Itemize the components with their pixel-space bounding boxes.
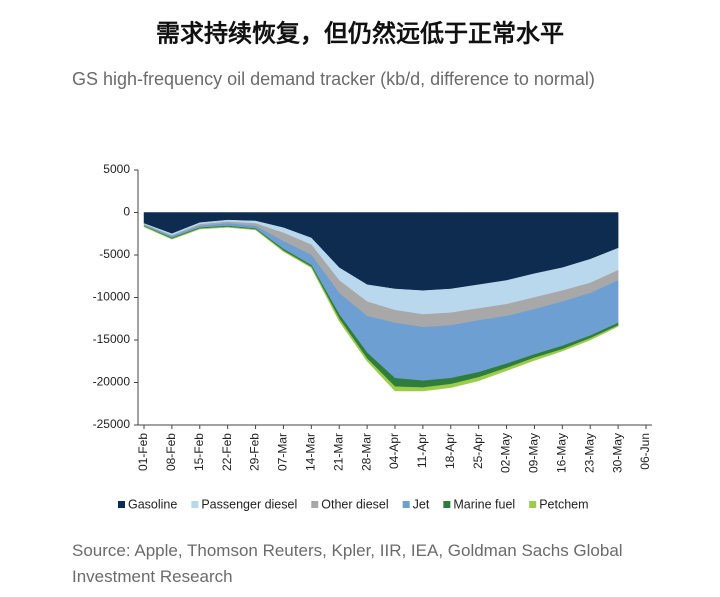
x-tick-label: 06-Jun bbox=[638, 433, 652, 470]
x-tick-label: 02-May bbox=[499, 433, 513, 473]
x-tick-label: 22-Feb bbox=[220, 433, 234, 471]
x-tick-label: 18-Apr bbox=[443, 433, 457, 469]
x-tick-label: 25-Apr bbox=[471, 433, 485, 469]
legend-swatch bbox=[443, 501, 451, 508]
x-tick-label: 01-Feb bbox=[136, 433, 150, 471]
legend-swatch bbox=[118, 501, 125, 508]
legend-label: Other diesel bbox=[321, 497, 388, 511]
x-tick-label: 30-May bbox=[610, 433, 624, 473]
x-tick-label: 23-May bbox=[582, 433, 596, 473]
x-tick-label: 14-Mar bbox=[304, 433, 318, 471]
y-tick-label: -20000 bbox=[93, 375, 131, 389]
x-tick-label: 16-May bbox=[555, 433, 569, 473]
legend-label: Gasoline bbox=[128, 497, 177, 511]
y-tick-label: -5000 bbox=[99, 247, 130, 261]
x-tick-label: 28-Mar bbox=[359, 433, 373, 471]
chart-subtitle: GS high-frequency oil demand tracker (kb… bbox=[72, 69, 595, 89]
x-tick-label: 29-Feb bbox=[248, 433, 262, 471]
legend-label: Jet bbox=[413, 497, 430, 511]
area bbox=[143, 226, 619, 392]
chart: 需求持续恢复，但仍然远低于正常水平 GS high-frequency oil … bbox=[72, 20, 652, 512]
x-tick-label: 04-Apr bbox=[387, 433, 401, 469]
x-tick-label: 08-Feb bbox=[164, 433, 178, 471]
legend-label: Marine fuel bbox=[453, 497, 515, 511]
chart-title: 需求持续恢复，但仍然远低于正常水平 bbox=[156, 20, 564, 48]
x-tick-label: 21-Mar bbox=[331, 433, 345, 471]
x-tick-label: 15-Feb bbox=[192, 433, 206, 471]
legend-swatch bbox=[402, 501, 410, 508]
legend-label: Petchem bbox=[539, 497, 588, 511]
y-tick-label: -25000 bbox=[93, 417, 131, 431]
y-tick-label: -15000 bbox=[93, 332, 131, 346]
x-tick-label: 07-Mar bbox=[276, 433, 290, 471]
legend-label: Passenger diesel bbox=[201, 497, 297, 511]
legend-swatch bbox=[191, 501, 199, 508]
legend-swatch bbox=[311, 501, 319, 508]
y-tick-label: -10000 bbox=[93, 290, 131, 304]
legend-swatch bbox=[529, 501, 537, 508]
y-tick-label: 5000 bbox=[103, 162, 130, 176]
x-tick-label: 11-Apr bbox=[415, 433, 429, 468]
x-tick-label: 09-May bbox=[527, 433, 541, 473]
y-tick-label: 0 bbox=[123, 205, 130, 219]
source-note: Source: Apple, Thomson Reuters, Kpler, I… bbox=[72, 541, 623, 586]
